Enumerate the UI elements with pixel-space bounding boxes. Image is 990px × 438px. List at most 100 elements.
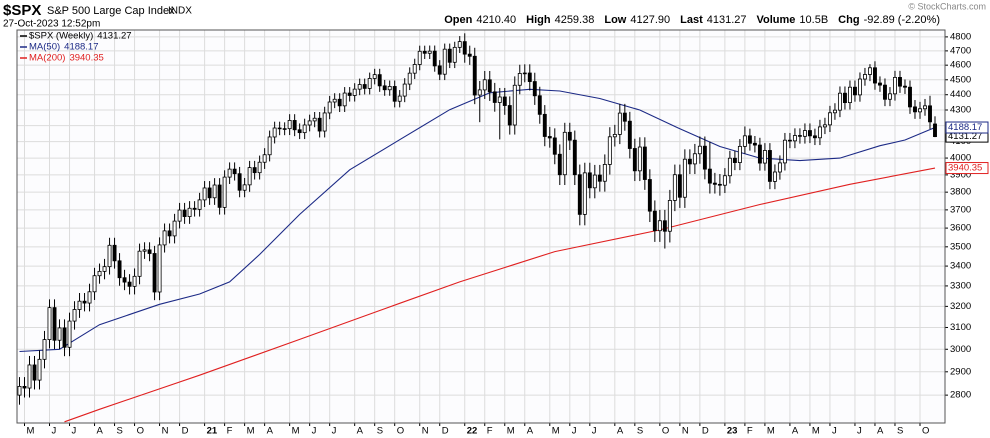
candle-body: [122, 277, 127, 283]
candle-body: [592, 174, 597, 189]
candle-body: [502, 96, 507, 106]
candle-body: [207, 187, 212, 199]
x-tick-label: N: [682, 426, 689, 437]
candle-body: [722, 175, 727, 186]
candle-body: [307, 120, 312, 126]
candle-body: [612, 133, 617, 138]
candle-body: [652, 210, 657, 232]
candle-body: [837, 92, 842, 111]
candle-body: [802, 130, 807, 137]
x-tick-label: J: [72, 426, 77, 437]
x-tick-label: D: [702, 426, 709, 437]
candle-body: [47, 307, 52, 340]
candle-body: [562, 131, 567, 176]
candle-body: [442, 48, 447, 75]
candle-body: [327, 101, 332, 114]
candle-body: [272, 127, 277, 138]
candle-body: [347, 92, 352, 96]
candle-body: [898, 77, 902, 87]
candle-body: [142, 249, 147, 252]
candle-body: [607, 136, 612, 165]
y-tick-label: 3400: [950, 261, 971, 272]
y-tick-label: 4300: [950, 105, 971, 116]
candle-body: [497, 96, 502, 103]
copyright: © StockCharts.com: [908, 1, 986, 11]
candle-body: [447, 48, 452, 63]
candle-body: [842, 92, 847, 104]
x-tick-label: A: [792, 426, 799, 437]
candle-body: [627, 120, 632, 149]
candle-body: [297, 129, 302, 134]
candle-body: [152, 253, 157, 293]
candle-body: [232, 168, 237, 175]
candle-body: [52, 307, 57, 341]
candle-body: [102, 266, 107, 272]
candle-body: [602, 164, 607, 182]
candle-body: [87, 291, 92, 304]
candle-body: [807, 130, 812, 137]
candle-body: [337, 98, 342, 107]
candle-body: [742, 135, 747, 147]
candle-body: [547, 136, 552, 139]
candle-body: [382, 85, 387, 91]
candle-body: [888, 93, 892, 100]
y-tick-label: 3300: [950, 280, 971, 291]
y-tick-label: 4000: [950, 153, 971, 164]
candle-body: [392, 86, 397, 102]
candle-body: [417, 50, 422, 65]
quote-label: Open: [444, 14, 472, 26]
x-tick-label: J: [52, 426, 57, 437]
x-tick-label: M: [292, 426, 300, 437]
candle-body: [427, 50, 432, 54]
quote-value: 4127.90: [630, 14, 670, 26]
y-tick-label: 2900: [950, 366, 971, 377]
candle-body: [252, 167, 257, 174]
candle-body: [702, 145, 707, 170]
candle-body: [107, 244, 112, 268]
candle-body: [637, 146, 642, 172]
exchange: INDX: [168, 6, 192, 17]
candle-body: [132, 275, 137, 287]
x-tick-label: M: [27, 426, 35, 437]
candle-body: [537, 95, 542, 115]
candle-body: [487, 79, 492, 93]
candle-body: [352, 88, 357, 96]
y-tick-label: 3600: [950, 223, 971, 234]
candle-body: [292, 120, 297, 131]
candle-body: [262, 154, 267, 163]
x-tick-label: A: [527, 426, 534, 437]
candle-body: [397, 95, 402, 102]
x-tick-label: 21: [207, 426, 218, 437]
candle-body: [27, 364, 32, 389]
candle-body: [167, 230, 172, 237]
candle-body: [662, 220, 667, 232]
y-tick-label: 4600: [950, 60, 971, 71]
candle-body: [928, 105, 932, 123]
candle-body: [237, 173, 242, 191]
candle-body: [467, 53, 472, 57]
x-tick-label: M: [552, 426, 560, 437]
candle-body: [367, 78, 372, 89]
x-tick-label: S: [377, 426, 383, 437]
candle-body: [187, 207, 192, 217]
candle-body: [97, 270, 102, 277]
y-tick-label: 3500: [950, 241, 971, 252]
candle-body: [567, 131, 572, 141]
candle-body: [112, 244, 117, 262]
candle-body: [873, 67, 877, 84]
candle-body: [552, 137, 557, 155]
quote-value: -92.89 (-2.20%): [864, 14, 940, 26]
candle-body: [332, 98, 337, 103]
value-tag: 4131.27: [948, 131, 982, 142]
x-tick-label: A: [877, 426, 884, 437]
candle-body: [277, 127, 282, 130]
candle-body: [372, 74, 377, 79]
candle-body: [197, 199, 202, 210]
candle-body: [657, 220, 662, 232]
candle-body: [557, 153, 562, 176]
candle-body: [212, 184, 217, 199]
candle-body: [412, 64, 417, 74]
candle-body: [492, 91, 497, 103]
legend-value: 4188.17: [64, 42, 98, 53]
